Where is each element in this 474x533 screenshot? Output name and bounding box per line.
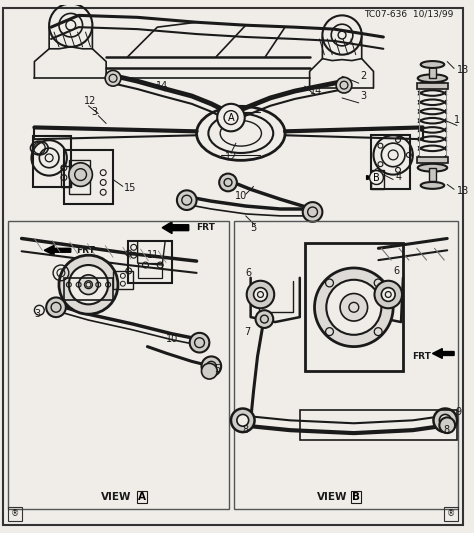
- Circle shape: [46, 297, 66, 317]
- Text: 6: 6: [393, 266, 399, 276]
- Circle shape: [303, 202, 322, 222]
- Text: 3: 3: [91, 107, 98, 117]
- Text: FRT: FRT: [76, 246, 94, 255]
- Ellipse shape: [418, 74, 447, 82]
- Circle shape: [231, 408, 255, 432]
- Ellipse shape: [418, 164, 447, 172]
- Circle shape: [217, 104, 245, 131]
- Polygon shape: [162, 222, 189, 233]
- Text: B: B: [352, 492, 360, 502]
- Text: VIEW: VIEW: [101, 492, 131, 502]
- Bar: [417, 83, 448, 89]
- Text: VIEW: VIEW: [317, 492, 347, 502]
- Bar: [371, 135, 410, 189]
- Text: 12: 12: [84, 96, 97, 106]
- Polygon shape: [432, 349, 454, 358]
- Circle shape: [59, 255, 118, 314]
- Text: 11: 11: [147, 250, 160, 260]
- Circle shape: [255, 310, 273, 328]
- Circle shape: [79, 275, 98, 295]
- Text: 10: 10: [235, 191, 247, 201]
- Ellipse shape: [421, 61, 444, 68]
- Circle shape: [433, 408, 457, 432]
- Polygon shape: [44, 245, 71, 255]
- Circle shape: [69, 265, 108, 304]
- Text: 7: 7: [245, 327, 251, 337]
- Text: 1: 1: [454, 115, 460, 125]
- Bar: [8, 507, 22, 521]
- Bar: [137, 263, 162, 278]
- Text: 2: 2: [361, 71, 367, 82]
- Text: FRT: FRT: [197, 223, 216, 232]
- Text: FRT: FRT: [411, 352, 430, 361]
- Text: 10: 10: [166, 334, 178, 344]
- Circle shape: [382, 288, 395, 301]
- Text: 5: 5: [214, 364, 220, 374]
- Circle shape: [69, 163, 92, 187]
- Bar: [305, 244, 403, 371]
- Bar: [371, 169, 384, 189]
- Text: 8: 8: [243, 425, 249, 435]
- Text: 8: 8: [443, 425, 449, 435]
- Circle shape: [221, 110, 237, 125]
- Circle shape: [190, 333, 210, 352]
- Polygon shape: [366, 175, 374, 180]
- Circle shape: [201, 357, 221, 376]
- Ellipse shape: [421, 182, 444, 189]
- Circle shape: [326, 280, 382, 335]
- Bar: [64, 150, 113, 204]
- Circle shape: [315, 268, 393, 346]
- Bar: [417, 157, 448, 163]
- Bar: [8, 221, 229, 509]
- Bar: [64, 278, 113, 301]
- Circle shape: [336, 77, 352, 93]
- Text: 6: 6: [246, 268, 252, 278]
- Text: 14: 14: [156, 81, 168, 91]
- Text: 13: 13: [457, 66, 469, 75]
- Text: A: A: [228, 112, 234, 123]
- Circle shape: [439, 415, 451, 426]
- Bar: [69, 160, 91, 194]
- Text: 3: 3: [34, 309, 40, 319]
- Polygon shape: [221, 116, 228, 119]
- Bar: [300, 410, 457, 440]
- Circle shape: [237, 415, 249, 426]
- Text: ®: ®: [447, 509, 455, 518]
- Text: 13: 13: [457, 187, 469, 196]
- Circle shape: [439, 417, 455, 433]
- Text: 5: 5: [250, 223, 257, 233]
- Circle shape: [374, 281, 402, 308]
- Text: 15: 15: [124, 183, 136, 193]
- Circle shape: [177, 190, 197, 210]
- Bar: [113, 271, 133, 288]
- Circle shape: [254, 288, 267, 301]
- Bar: [234, 221, 458, 509]
- Text: 3: 3: [361, 91, 367, 101]
- Text: 14: 14: [310, 86, 323, 96]
- Circle shape: [219, 174, 237, 191]
- Text: 12: 12: [225, 152, 237, 162]
- Circle shape: [246, 281, 274, 308]
- Bar: [428, 168, 437, 181]
- Text: ®: ®: [10, 509, 19, 518]
- Bar: [34, 136, 71, 188]
- Bar: [61, 166, 71, 188]
- Circle shape: [105, 70, 121, 86]
- Text: B: B: [373, 173, 380, 182]
- Text: TC07-636  10/13/99: TC07-636 10/13/99: [364, 10, 453, 19]
- Bar: [444, 507, 458, 521]
- Bar: [428, 64, 437, 78]
- Circle shape: [340, 294, 368, 321]
- Circle shape: [201, 364, 217, 379]
- Text: 4: 4: [395, 172, 401, 182]
- Text: 9: 9: [455, 407, 461, 417]
- Bar: [128, 241, 172, 282]
- Text: A: A: [137, 492, 146, 502]
